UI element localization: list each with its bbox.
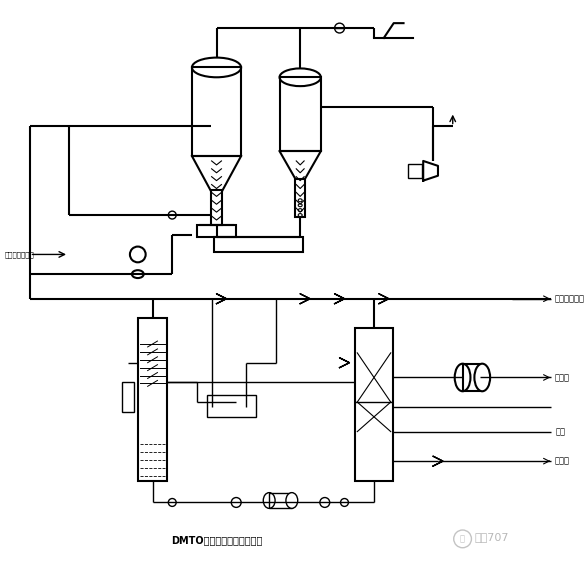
Bar xyxy=(463,364,482,391)
Ellipse shape xyxy=(168,499,176,506)
Ellipse shape xyxy=(455,364,470,391)
Bar xyxy=(295,179,305,217)
Ellipse shape xyxy=(263,492,275,508)
Bar xyxy=(279,77,321,151)
Text: 反应气至火芭: 反应气至火芭 xyxy=(554,294,584,303)
Bar xyxy=(197,225,236,237)
Bar xyxy=(122,382,134,412)
Bar xyxy=(207,395,256,417)
Text: 蕊汽: 蕊汽 xyxy=(556,427,566,436)
Ellipse shape xyxy=(298,214,302,217)
Ellipse shape xyxy=(335,23,345,33)
Text: 净化水: 净化水 xyxy=(554,457,569,466)
Ellipse shape xyxy=(298,209,302,212)
Bar xyxy=(192,68,241,156)
Bar xyxy=(269,492,292,508)
Bar xyxy=(213,237,303,253)
Bar xyxy=(355,328,393,481)
Bar xyxy=(138,319,168,481)
Ellipse shape xyxy=(279,68,321,86)
Ellipse shape xyxy=(168,211,176,219)
Bar xyxy=(409,164,422,178)
Text: 化: 化 xyxy=(460,534,465,543)
Ellipse shape xyxy=(231,497,241,508)
Bar xyxy=(211,191,222,225)
Ellipse shape xyxy=(475,364,490,391)
Text: DMTO装置主要工艺流程简图: DMTO装置主要工艺流程简图 xyxy=(171,535,262,545)
Ellipse shape xyxy=(320,497,330,508)
Ellipse shape xyxy=(192,58,241,77)
Ellipse shape xyxy=(298,204,302,207)
Ellipse shape xyxy=(340,499,349,506)
Text: 化工707: 化工707 xyxy=(475,532,509,542)
Text: 洗涤水: 洗涤水 xyxy=(554,373,569,382)
Ellipse shape xyxy=(130,246,146,262)
Ellipse shape xyxy=(298,199,302,202)
Text: 甲醉自装置外来: 甲醉自装置外来 xyxy=(5,251,35,258)
Ellipse shape xyxy=(286,492,298,508)
Ellipse shape xyxy=(132,270,143,278)
